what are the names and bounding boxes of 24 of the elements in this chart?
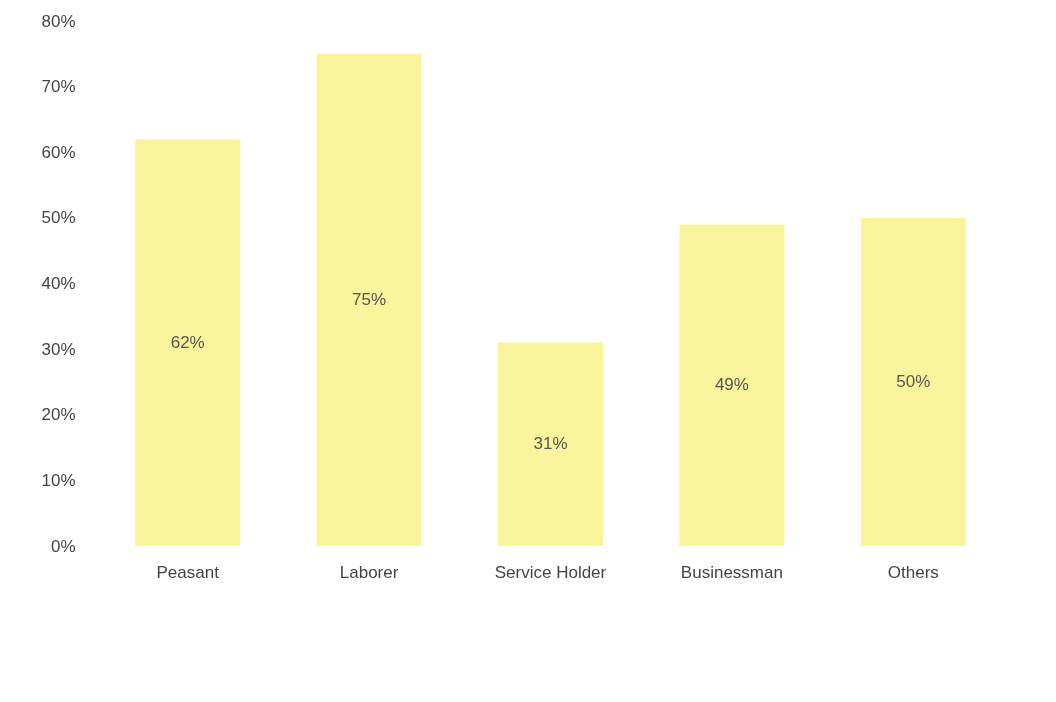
y-tick-label: 80%: [41, 11, 76, 31]
bar: [498, 342, 603, 546]
y-tick-label: 0%: [50, 536, 76, 556]
bar: [860, 217, 966, 546]
bar: [316, 53, 422, 546]
x-tick-label: Laborer: [339, 562, 399, 582]
y-tick-label: 50%: [41, 208, 76, 228]
bar: [679, 224, 785, 546]
data-label: 31%: [533, 434, 568, 454]
x-tick-label: Businessman: [680, 562, 783, 582]
data-label: 75%: [352, 289, 387, 309]
y-tick-label: 30%: [41, 339, 76, 359]
x-tick-label: Peasant: [156, 562, 220, 582]
bar: [135, 139, 241, 546]
data-label: 62%: [170, 332, 205, 352]
y-tick-label: 40%: [41, 274, 76, 293]
y-tick-label: 60%: [41, 142, 76, 162]
y-tick-label: 70%: [41, 77, 76, 97]
data-label: 50%: [896, 371, 931, 391]
y-tick-label: 10%: [41, 470, 76, 490]
data-label: 49%: [714, 375, 749, 395]
y-tick-label: 20%: [41, 405, 76, 425]
x-tick-label: Others: [887, 562, 939, 582]
x-tick-label: Service Holder: [494, 562, 607, 582]
